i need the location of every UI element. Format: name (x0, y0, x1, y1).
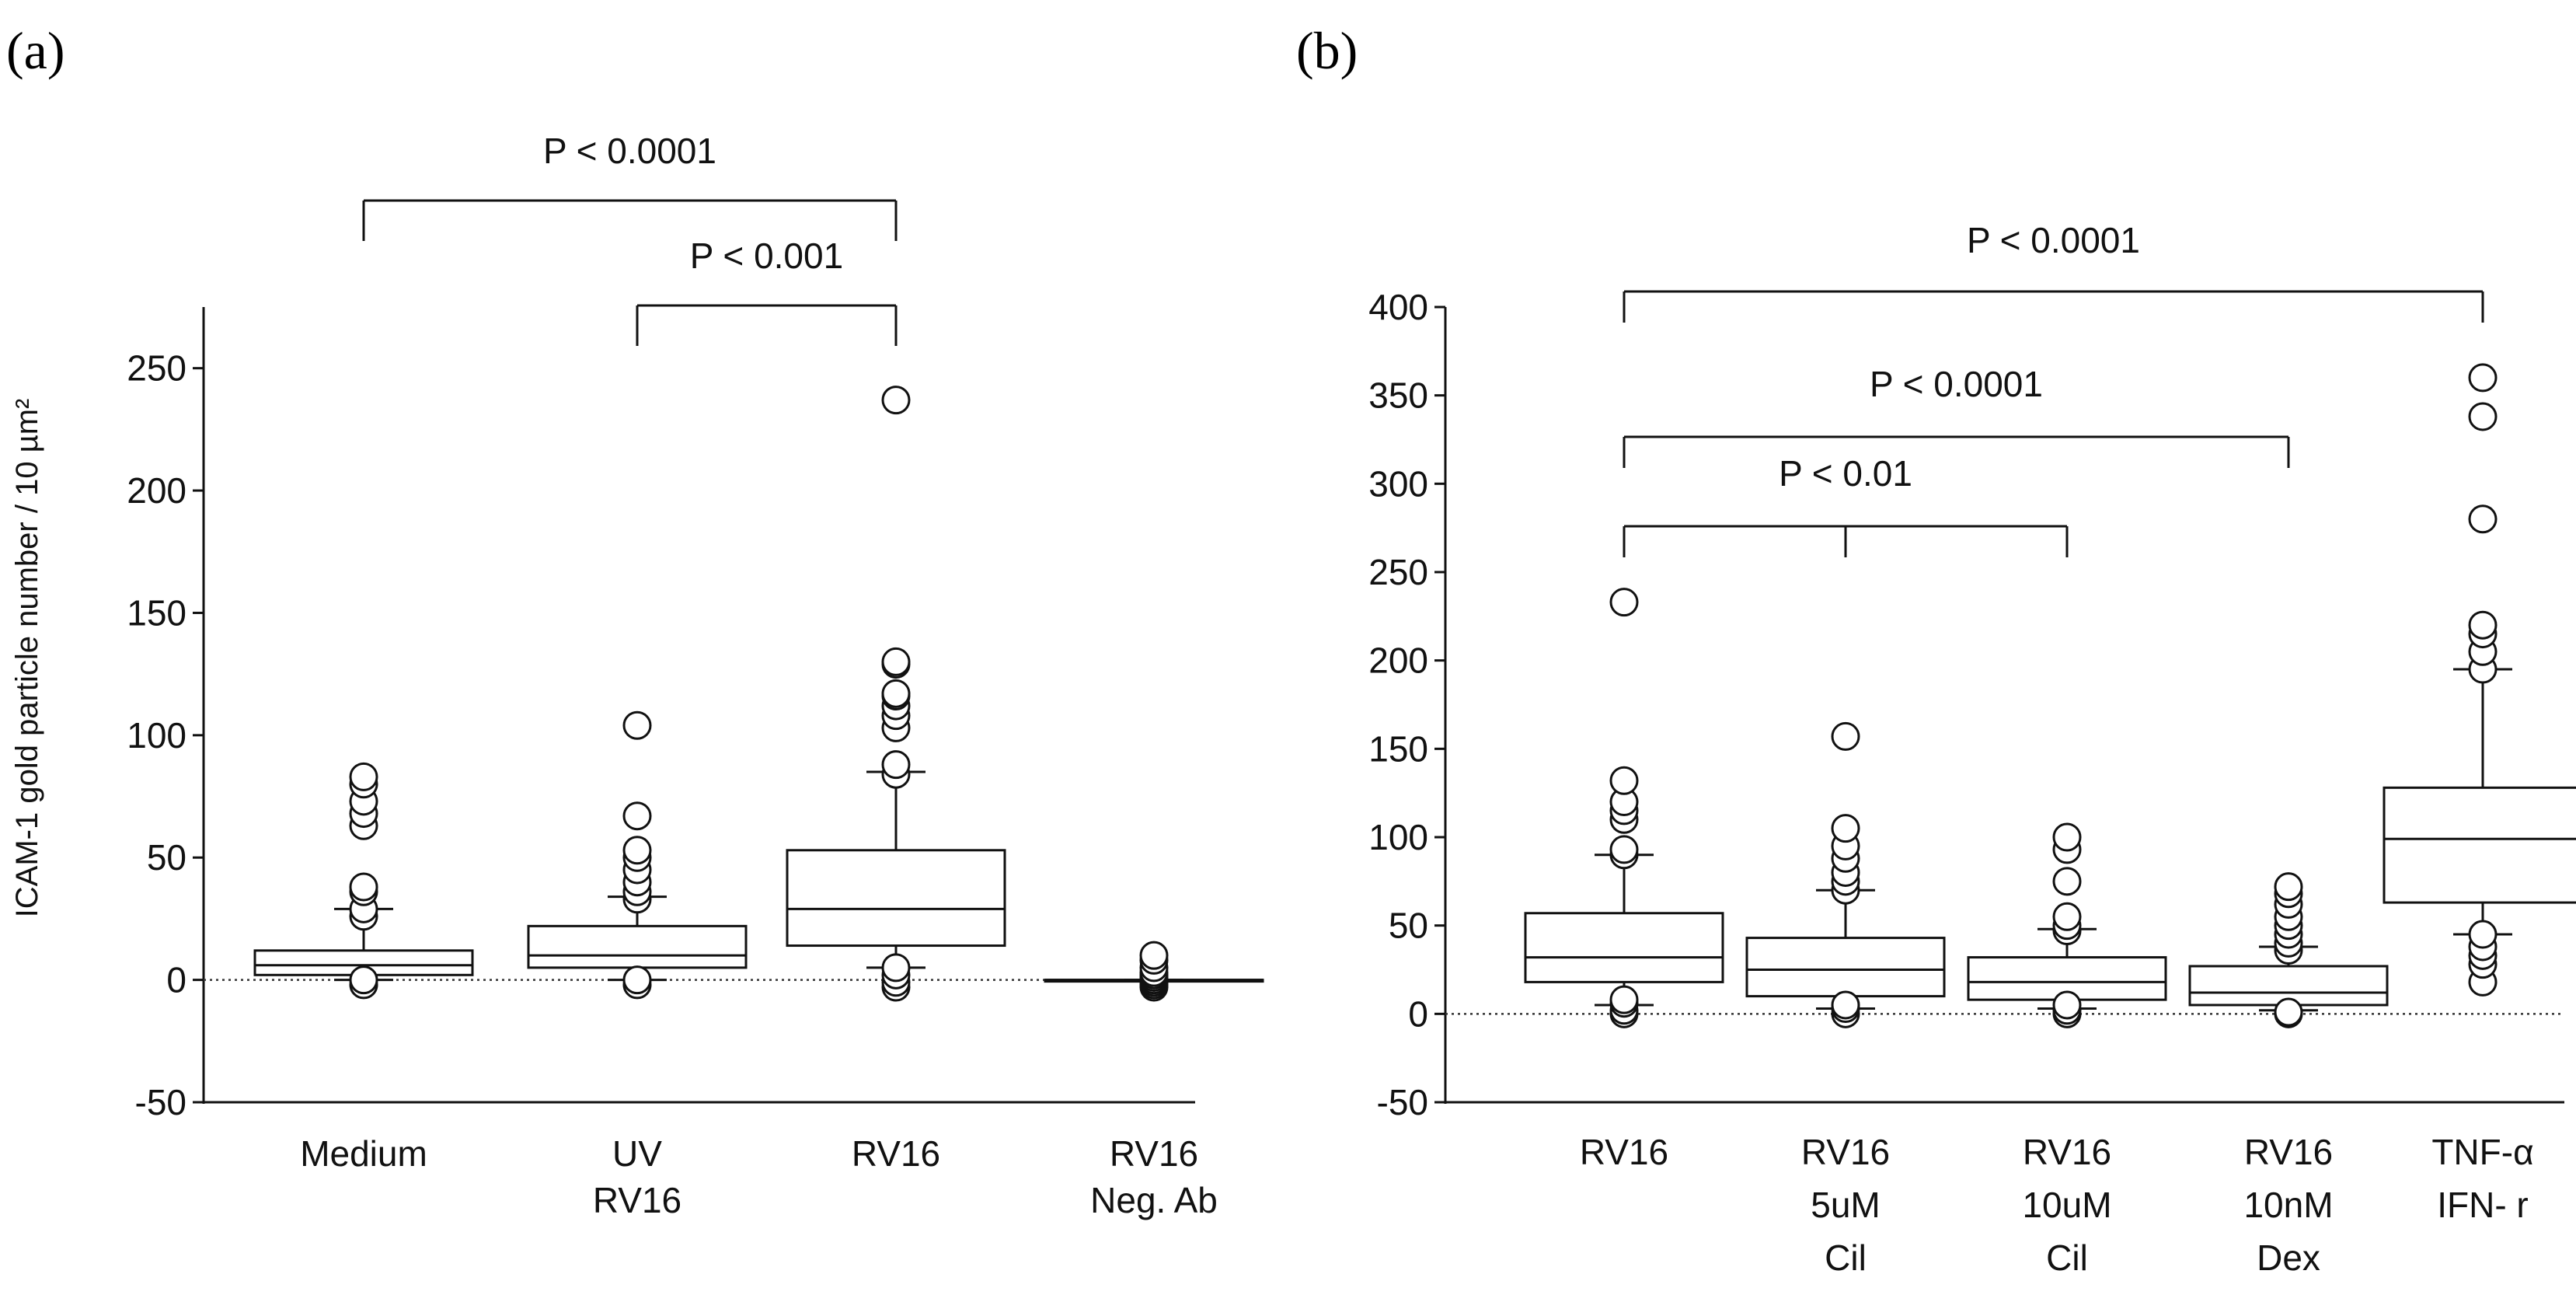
panel-a-label: (a) (6, 21, 64, 80)
panel-a-y-tick-label: 50 (147, 837, 186, 878)
panel-b-category-label: Cil (1825, 1237, 1867, 1278)
panel-b-significance-bracket: P < 0.0001 (1623, 364, 2290, 468)
panel-b-y-tick-label: 100 (1368, 817, 1428, 857)
outlier-point (2274, 997, 2303, 1027)
panel-a-category-label: UV (612, 1133, 662, 1174)
panel-b-category-label: RV16 (2244, 1132, 2333, 1172)
outlier-point (1609, 766, 1639, 795)
panel-b-category-label: RV16 (2023, 1132, 2111, 1172)
panel-b-y-tick-label: 250 (1368, 552, 1428, 592)
panel-a-box-0 (253, 762, 474, 1000)
outlier-point (622, 801, 652, 831)
panel-b-box-4 (2383, 363, 2576, 997)
panel-a-significance-bracket: P < 0.0001 (362, 131, 898, 241)
outlier-point (1609, 835, 1639, 864)
panel-b-y-tick-label: 0 (1408, 993, 1428, 1034)
panel-b-category-label: 5uM (1811, 1185, 1880, 1225)
panel-b-significance-bracket: P < 0.01 (1623, 453, 2069, 557)
panel-a-box-3 (1044, 941, 1264, 1002)
outlier-point (881, 750, 911, 780)
panel-b-y-tick-label: 400 (1368, 287, 1428, 327)
panel-b-label: (b) (1296, 21, 1358, 80)
outlier-point (349, 872, 378, 902)
box-iqr (1524, 912, 1724, 983)
panel-a-category-label: Medium (300, 1133, 427, 1174)
outlier-point (622, 710, 652, 740)
outlier-point (2468, 610, 2498, 640)
panel-b-category-label: 10nM (2243, 1185, 2333, 1225)
panel-b-y-tick-label: -50 (1377, 1082, 1428, 1122)
panel-b-category-label: Dex (2257, 1237, 2320, 1278)
outlier-point (2052, 902, 2082, 931)
panel-a-category-label: RV16 (852, 1133, 940, 1174)
panel-b-category-label: 10uM (2022, 1185, 2111, 1225)
significance-label: P < 0.0001 (1870, 364, 2043, 404)
outlier-point (622, 965, 652, 995)
box-iqr (527, 924, 748, 969)
panel-a-y-tick-label: 200 (127, 470, 186, 511)
significance-label: P < 0.0001 (1967, 220, 2140, 260)
outlier-point (1609, 985, 1639, 1014)
significance-label: P < 0.001 (690, 236, 843, 276)
outlier-point (881, 386, 911, 415)
outlier-point (881, 679, 911, 708)
panel-a-y-tick-label: 0 (166, 960, 186, 1000)
significance-label: P < 0.01 (1779, 453, 1912, 494)
outlier-point (881, 953, 911, 983)
outlier-point (2468, 920, 2498, 949)
panel-a-category-label: RV16 (1110, 1133, 1198, 1174)
panel-b-y-tick-label: 350 (1368, 375, 1428, 416)
outlier-point (2274, 872, 2303, 902)
box-iqr (2383, 786, 2576, 904)
panel-b-box-1 (1745, 721, 1946, 1028)
panel-b-y-tick-label: 200 (1368, 641, 1428, 681)
panel-a-box-1 (527, 710, 748, 1000)
panel-a-category-label: Neg. Ab (1090, 1180, 1218, 1220)
panel-b-box-3 (2188, 872, 2389, 1028)
box-iqr (1745, 937, 1946, 998)
outlier-point (2468, 504, 2498, 534)
outlier-point (1609, 588, 1639, 617)
panel-a-significance-bracket: P < 0.001 (636, 236, 898, 346)
outlier-point (2052, 822, 2082, 852)
outlier-point (349, 965, 378, 995)
outlier-point (349, 762, 378, 791)
panel-b-category-label: IFN- r (2437, 1185, 2529, 1225)
box-iqr (786, 849, 1006, 948)
outlier-point (2468, 402, 2498, 431)
panel-b: (b) -50 0 50 100 150 200 250 300 350 400 RV16 RV16 5… (1296, 21, 2576, 1278)
panel-b-category-label: Cil (2046, 1237, 2088, 1278)
panel-b-y-tick-label: 150 (1368, 728, 1428, 769)
panel-b-significance-bracket: P < 0.0001 (1623, 220, 2484, 323)
outlier-point (881, 647, 911, 676)
panel-b-y-tick-label: 50 (1389, 906, 1428, 946)
panel-a-y-tick-label: 250 (127, 348, 186, 389)
panel-b-category-label: RV16 (1801, 1132, 1890, 1172)
panel-a-box-2 (786, 386, 1006, 1002)
panel-a-y-axis-label: ICAM-1 gold particle number / 10 µm² (10, 399, 44, 918)
panel-b-y-tick-label: 300 (1368, 463, 1428, 504)
panel-b-box-0 (1524, 588, 1724, 1028)
panel-b-category-label: TNF-α (2431, 1132, 2533, 1172)
panel-a-y-tick-label: -50 (135, 1082, 186, 1122)
significance-label: P < 0.0001 (543, 131, 716, 171)
outlier-point (1831, 721, 1860, 751)
outlier-point (1139, 941, 1169, 970)
outlier-point (1831, 990, 1860, 1020)
panel-a-category-label: RV16 (593, 1180, 681, 1220)
outlier-point (2052, 867, 2082, 896)
outlier-point (2052, 990, 2082, 1020)
panel-b-box-2 (1967, 822, 2167, 1028)
outlier-point (2468, 363, 2498, 393)
panel-a: (a) -50 0 50 100 150 200 250 ICAM-1 gold partic… (6, 21, 1264, 1220)
panel-a-y-tick-label: 100 (127, 715, 186, 756)
panel-b-category-label: RV16 (1580, 1132, 1668, 1172)
outlier-point (1831, 814, 1860, 843)
panel-a-y-tick-label: 150 (127, 592, 186, 633)
outlier-point (622, 836, 652, 865)
